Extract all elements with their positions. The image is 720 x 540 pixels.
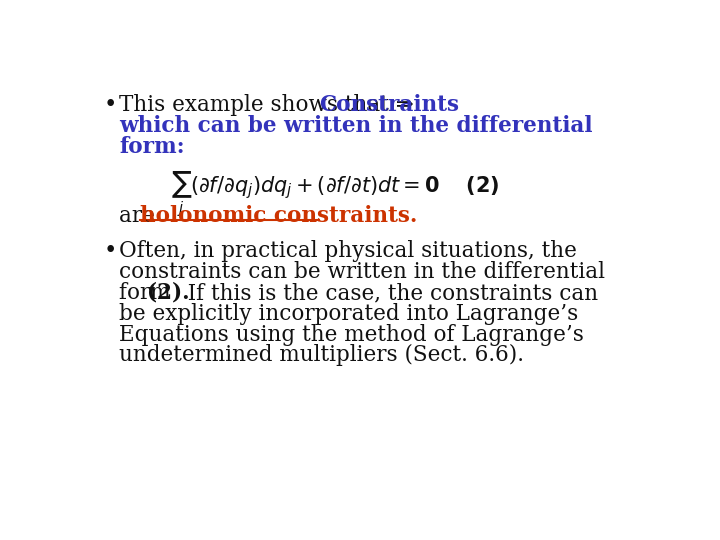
Text: This example shows that ⇒: This example shows that ⇒ <box>120 94 421 116</box>
Text: form:: form: <box>120 136 185 158</box>
Text: •: • <box>104 240 117 262</box>
Text: Equations using the method of Lagrange’s: Equations using the method of Lagrange’s <box>120 323 585 346</box>
Text: (2).: (2). <box>148 282 190 304</box>
Text: constraints can be written in the differential: constraints can be written in the differ… <box>120 261 606 283</box>
Text: Constraints: Constraints <box>320 94 459 116</box>
Text: •: • <box>104 94 117 116</box>
Text: $\sum_j(\partial f/\partial q_j)dq_j + (\partial f/\partial t)dt = \mathbf{0}$  : $\sum_j(\partial f/\partial q_j)dq_j + (… <box>171 170 500 219</box>
Text: form: form <box>120 282 178 304</box>
Text: be explicitly incorporated into Lagrange’s: be explicitly incorporated into Lagrange… <box>120 303 579 325</box>
Text: are: are <box>120 205 162 227</box>
Text: which can be written in the differential: which can be written in the differential <box>120 115 593 137</box>
Text: holonomic constraints.: holonomic constraints. <box>140 205 418 227</box>
Text: undetermined multipliers (Sect. 6.6).: undetermined multipliers (Sect. 6.6). <box>120 345 524 367</box>
Text: Often, in practical physical situations, the: Often, in practical physical situations,… <box>120 240 577 262</box>
Text: If this is the case, the constraints can: If this is the case, the constraints can <box>174 282 598 304</box>
